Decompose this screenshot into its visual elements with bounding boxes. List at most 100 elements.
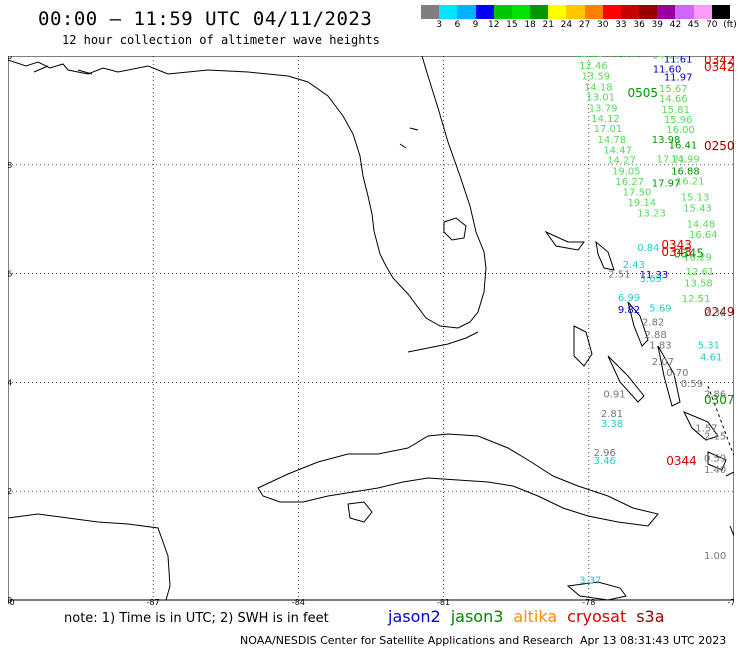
bahamas-exuma bbox=[607, 355, 645, 403]
wave-height-value: 16.00 bbox=[666, 125, 695, 136]
wave-height-value: 17.01 bbox=[594, 124, 623, 135]
wave-height-value: 1.57 bbox=[695, 423, 717, 434]
wave-height-value: 14.18 bbox=[584, 82, 613, 93]
wave-height-value: 1.00 bbox=[704, 551, 726, 562]
scale-swatch bbox=[711, 5, 730, 19]
wave-height-value: 16.41 bbox=[669, 140, 698, 151]
legend-jason2: jason2 bbox=[388, 607, 441, 626]
altimeter-map: 302826242220 -90-87-84-81-78-75 13.1312.… bbox=[8, 56, 734, 606]
wave-height-value: 11.61 bbox=[664, 56, 693, 66]
bahamas-grand-bahama bbox=[544, 230, 585, 251]
wave-height-value: 11.60 bbox=[653, 64, 682, 75]
pass-id-label: 0250 bbox=[704, 139, 734, 153]
wave-height-value: 11.97 bbox=[664, 72, 693, 83]
wave-height-value: 16.21 bbox=[676, 176, 705, 187]
wave-height-value: 15.43 bbox=[683, 204, 712, 215]
wave-height-value: 15.13 bbox=[681, 193, 710, 204]
bahamas-south bbox=[682, 411, 727, 471]
wave-height-value: 0.84 bbox=[637, 243, 659, 254]
color-scale-bar bbox=[421, 5, 730, 19]
scale-swatch bbox=[475, 5, 494, 19]
florida-coastline bbox=[8, 56, 487, 329]
lat-lon-grid bbox=[8, 56, 734, 600]
pass-id-label: 0344 bbox=[666, 454, 697, 468]
bahamas-andros bbox=[573, 325, 593, 367]
scale-label: 12 bbox=[487, 20, 500, 30]
scale-label: (ft) bbox=[723, 20, 737, 30]
coastline bbox=[8, 56, 734, 601]
wave-height-value: 12.46 bbox=[579, 61, 608, 72]
pass-id-label: 0342 bbox=[704, 60, 734, 74]
wave-height-value: 14.12 bbox=[591, 114, 620, 125]
legend-altika: altika bbox=[513, 607, 558, 626]
longitude-label: -87 bbox=[147, 598, 160, 606]
scale-swatch bbox=[693, 5, 712, 19]
wave-height-value: 14.48 bbox=[687, 219, 716, 230]
wave-height-value: 13.13 bbox=[574, 56, 603, 60]
wave-height-value: 2.88 bbox=[644, 330, 666, 341]
wave-height-value: 1.83 bbox=[649, 341, 671, 352]
wave-height-value: 2.86 bbox=[704, 390, 726, 401]
latitude-label: 30 bbox=[8, 56, 12, 61]
wave-height-value: 4.61 bbox=[700, 353, 722, 364]
wave-height-value: 16.88 bbox=[671, 167, 700, 178]
wave-height-value: 13.59 bbox=[582, 71, 611, 82]
longitude-label: -84 bbox=[292, 598, 305, 606]
wave-height-value: 2.38 bbox=[704, 308, 726, 319]
scale-swatch bbox=[584, 5, 603, 19]
scale-label: 36 bbox=[633, 20, 645, 30]
wave-height-value: 14.11 bbox=[652, 56, 681, 62]
longitude-label: -75 bbox=[727, 598, 734, 606]
yucatan-coastline bbox=[8, 513, 171, 601]
scale-swatch bbox=[493, 5, 512, 19]
legend-jason3: jason3 bbox=[450, 607, 504, 626]
wave-height-value: 13.01 bbox=[586, 93, 615, 104]
wave-height-value: 17.50 bbox=[623, 187, 652, 198]
scale-label: 30 bbox=[597, 20, 609, 30]
credit-text: NOAA/NESDIS Center for Satellite Applica… bbox=[240, 634, 574, 647]
scale-label: 18 bbox=[524, 20, 536, 30]
scale-swatch bbox=[675, 5, 694, 19]
wave-height-value: 5.69 bbox=[649, 304, 671, 315]
wave-height-value: 19.05 bbox=[612, 167, 641, 178]
scale-swatch bbox=[530, 5, 549, 19]
wave-height-value: 14.99 bbox=[671, 155, 700, 166]
jamaica-coastline bbox=[566, 581, 627, 601]
track-segment bbox=[707, 385, 734, 457]
wave-height-readings: 13.1312.4613.5914.1813.0113.7914.1217.01… bbox=[574, 56, 734, 587]
wave-height-value: 2.82 bbox=[642, 317, 664, 328]
scale-label: 45 bbox=[687, 20, 700, 30]
florida-keys bbox=[407, 331, 479, 353]
wave-height-value: 6.99 bbox=[618, 293, 640, 304]
wave-height-value: 19.14 bbox=[628, 198, 657, 209]
wave-height-value: 15.96 bbox=[664, 115, 693, 126]
wave-height-value: 14.27 bbox=[607, 156, 636, 167]
altimeter-track-line bbox=[707, 385, 734, 457]
scale-label: 42 bbox=[669, 20, 682, 30]
longitude-labels: -90 -87 -84 -81 -78 -75 bbox=[8, 598, 734, 606]
hispaniola-coastline bbox=[725, 471, 734, 537]
wave-height-value: 2.43 bbox=[623, 260, 645, 271]
wave-height-value: 12.61 bbox=[686, 267, 715, 278]
wave-height-value: 1.40 bbox=[704, 465, 726, 476]
generated-timestamp: Apr 13 08:31:43 UTC 2023 bbox=[580, 634, 727, 647]
wave-height-value: 15.81 bbox=[661, 105, 690, 116]
pass-id-label: 0343 bbox=[661, 238, 692, 252]
wave-height-value: 16.64 bbox=[689, 230, 718, 241]
footer-note: note: 1) Time is in UTC; 2) SWH is in fe… bbox=[64, 611, 329, 626]
scale-label: 39 bbox=[651, 20, 664, 30]
map-frame bbox=[8, 56, 734, 601]
wave-height-value: 2.96 bbox=[594, 448, 616, 459]
map-title: 00:00 – 11:59 UTC 04/11/2023 bbox=[38, 8, 373, 30]
wave-height-value: 5.31 bbox=[698, 341, 720, 352]
wave-height-value: 16.27 bbox=[615, 177, 644, 188]
cuba-coastline bbox=[257, 433, 659, 527]
longitude-label: -81 bbox=[437, 598, 450, 606]
wave-height-value: 3.69 bbox=[640, 274, 662, 285]
latitude-label: 24 bbox=[8, 378, 12, 387]
longitude-label: -78 bbox=[582, 598, 595, 606]
latitude-label: 22 bbox=[8, 487, 12, 496]
wave-height-value: 0.59 bbox=[704, 453, 726, 464]
scale-swatch bbox=[439, 5, 458, 19]
pass-id-label: 0307 bbox=[704, 393, 734, 407]
